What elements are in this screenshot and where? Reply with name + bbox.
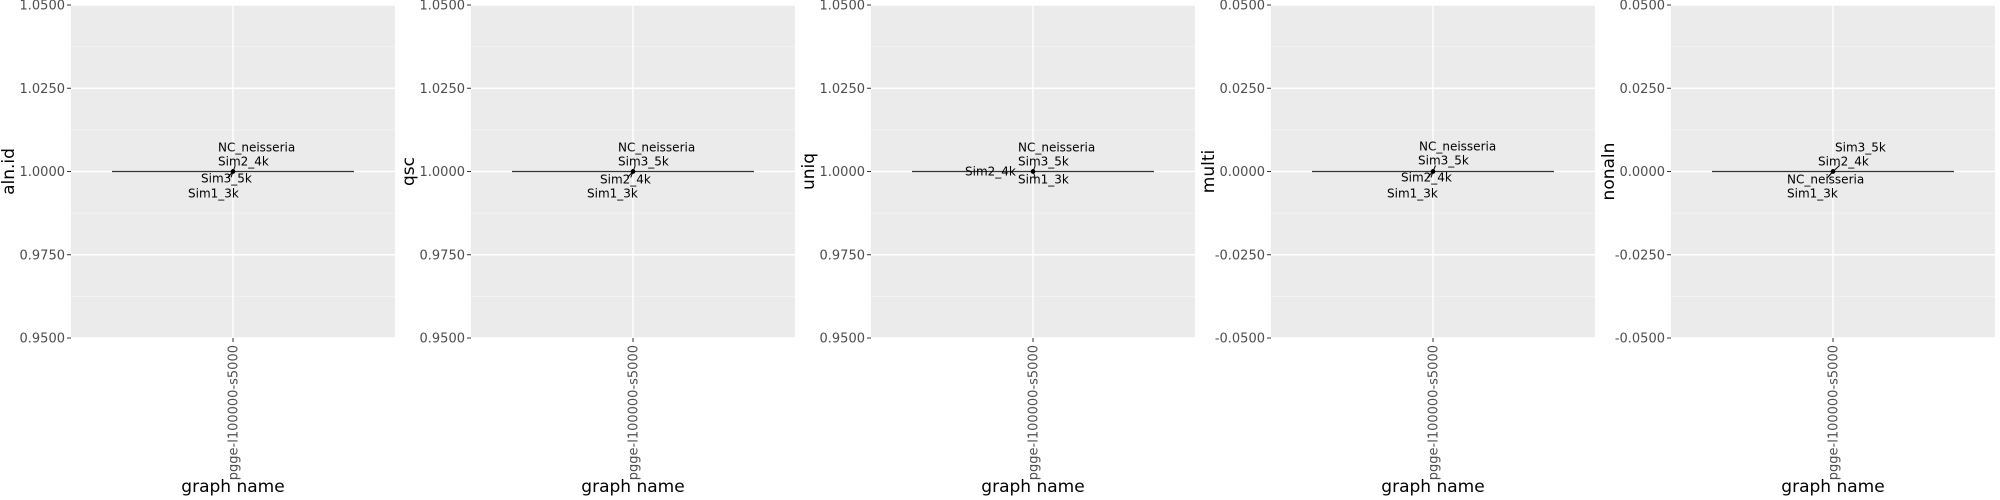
y-tick-label: 0.9750 <box>820 248 866 263</box>
point-label: Sim3_5k <box>618 155 669 169</box>
point-label: NC_neisseria <box>218 141 295 155</box>
point-label: NC_neisseria <box>618 141 695 155</box>
y-tick-label: -0.0500 <box>1215 332 1265 347</box>
chart-panel: 0.9500 0.9750 1.0000 1.0250 1.0500 NC_neisser… <box>0 0 395 497</box>
point-label: Sim1_3k <box>1787 187 1838 201</box>
chart-panel: 0.9500 0.9750 1.0000 1.0250 1.0500 NC_neisser… <box>399 0 795 497</box>
point-label: NC_neisseria <box>1018 141 1095 155</box>
y-tick-label: 1.0000 <box>20 165 66 180</box>
y-tick-label: 1.0000 <box>820 165 866 180</box>
y-tick-label: 1.0250 <box>820 82 866 97</box>
y-tick-label: -0.0500 <box>1615 332 1665 347</box>
y-tick-label: 0.9500 <box>420 332 466 347</box>
y-tick-label: -0.0250 <box>1615 248 1665 263</box>
chart-panel: -0.0500-0.02500.00000.02500.0500Sim3_5kS… <box>1599 0 1995 497</box>
y-tick-label: 0.0250 <box>1620 82 1666 97</box>
x-axis-title: graph name <box>1781 477 1884 497</box>
y-tick-label: 0.0500 <box>1220 0 1266 14</box>
x-axis-title: graph name <box>581 477 684 497</box>
y-tick-label: 1.0250 <box>420 82 466 97</box>
y-tick-label: -0.0250 <box>1215 248 1265 263</box>
label-leader <box>627 171 634 178</box>
y-axis-title: uniq <box>799 153 819 190</box>
x-axis-title: graph name <box>181 477 284 497</box>
y-tick-label: 0.9500 <box>20 332 66 347</box>
x-tick-label: pgge-l100000-s5000 <box>627 345 642 480</box>
x-tick-label: pgge-l100000-s5000 <box>1027 345 1042 480</box>
y-axis-title: qsc <box>399 157 419 186</box>
point-label: Sim2_4k <box>218 155 269 169</box>
point-label: NC_neisseria <box>1787 173 1864 187</box>
x-tick-label: pgge-l100000-s5000 <box>227 345 242 480</box>
x-tick-label: pgge-l100000-s5000 <box>1827 345 1842 480</box>
x-axis-title: graph name <box>1381 477 1484 497</box>
point-label: Sim3_5k <box>1018 155 1069 169</box>
label-leader <box>227 171 234 178</box>
y-tick-label: 0.9750 <box>420 248 466 263</box>
y-tick-label: 0.9500 <box>820 332 866 347</box>
label-leader <box>1827 171 1834 178</box>
point-label: Sim3_5k <box>1835 141 1886 155</box>
y-tick-label: 1.0500 <box>20 0 66 14</box>
point-label: Sim2_4k <box>600 173 651 187</box>
chart-panel: -0.0500 -0.0250 0.0000 0.0250 0.0500 NC_neiss… <box>1199 0 1595 497</box>
y-tick-label: 1.0000 <box>420 165 466 180</box>
y-axis-title: nonaln <box>1599 143 1619 201</box>
y-tick-label: 0.0000 <box>1220 165 1266 180</box>
x-tick-label: pgge-l100000-s5000 <box>1427 345 1442 480</box>
point-label: Sim1_3k <box>1018 173 1069 187</box>
y-tick-label: 0.0250 <box>1220 82 1266 97</box>
point-label: Sim1_3k <box>587 187 638 201</box>
point-label: Sim3_5k <box>201 172 252 186</box>
y-axis-title: aln.id <box>0 148 19 195</box>
y-tick-label: 0.0500 <box>1620 0 1666 14</box>
chart-panel: 0.9500 0.9750 1.0000 1.0250 1.0500 NC_neisser… <box>799 0 1195 497</box>
point-label: Sim1_3k <box>1387 187 1438 201</box>
y-axis-title: multi <box>1199 150 1219 193</box>
point-label: Sim3_5k <box>1418 154 1469 168</box>
point-label: Sim2_4k <box>965 165 1016 179</box>
point-label: Sim2_4k <box>1818 155 1869 169</box>
y-tick-label: 1.0500 <box>820 0 866 14</box>
y-tick-label: 0.0000 <box>1620 165 1666 180</box>
y-tick-label: 1.0250 <box>20 82 66 97</box>
label-leader <box>1032 171 1036 178</box>
y-tick-label: 1.0500 <box>420 0 466 14</box>
y-tick-label: 0.9750 <box>20 248 66 263</box>
point-label: Sim2_4k <box>1401 171 1452 185</box>
label-leader <box>1427 171 1434 178</box>
point-label: NC_neisseria <box>1419 140 1496 154</box>
point-label: Sim1_3k <box>188 187 239 201</box>
x-axis-title: graph name <box>981 477 1084 497</box>
